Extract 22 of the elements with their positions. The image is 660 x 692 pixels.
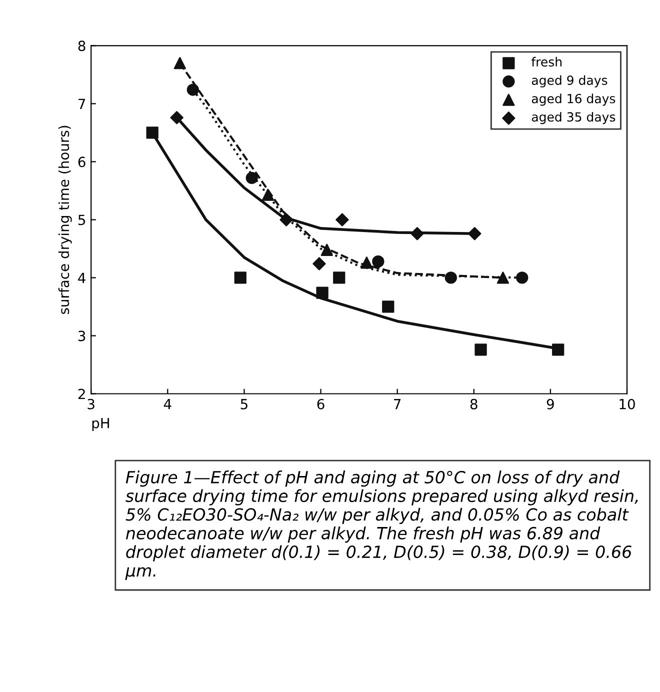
- y-tick-label: 6: [78, 156, 86, 168]
- x-tick-label: 9: [546, 398, 554, 410]
- y-axis-title: surface drying time (hours): [58, 126, 72, 314]
- x-tick-label: 5: [240, 399, 248, 410]
- x-tick-label: 10: [620, 398, 635, 410]
- x-tick-label: 3: [88, 398, 94, 410]
- y-tick-label: 5: [78, 214, 86, 226]
- y-tick-label: 3: [78, 330, 86, 342]
- x-axis-title: pH: [92, 418, 109, 432]
- legend-label: fresh: [531, 56, 562, 67]
- y-tick-label: 8: [78, 40, 86, 52]
- caption: Figure 1—Effect of pH and aging at 50°C on loss of dry and surface drying time for emulsions prepared using alkyd resin, 5% C₁₂EO30-SO₄-Na₂ w/w per alkyd, and 0.05% Co as cobalt neodecanoate w/w per alkyd. The fresh pH was 6.89 and droplet diameter d(0.1) = 0.21, D(0.5) = 0.38, D(0.9) = 0.66 μm.: [125, 470, 638, 580]
- legend-label: aged 16 days: [532, 94, 616, 106]
- y-tick-label: 7: [78, 98, 86, 109]
- y-tick-label: 2: [78, 388, 85, 400]
- legend-label: aged 35 days: [532, 112, 616, 124]
- x-tick-label: 7: [394, 399, 401, 410]
- legend-label: aged 9 days: [532, 75, 608, 88]
- x-tick-label: 8: [470, 398, 478, 410]
- y-tick-label: 4: [78, 272, 86, 283]
- x-tick-label: 6: [317, 398, 324, 410]
- x-tick-label: 4: [164, 399, 172, 410]
